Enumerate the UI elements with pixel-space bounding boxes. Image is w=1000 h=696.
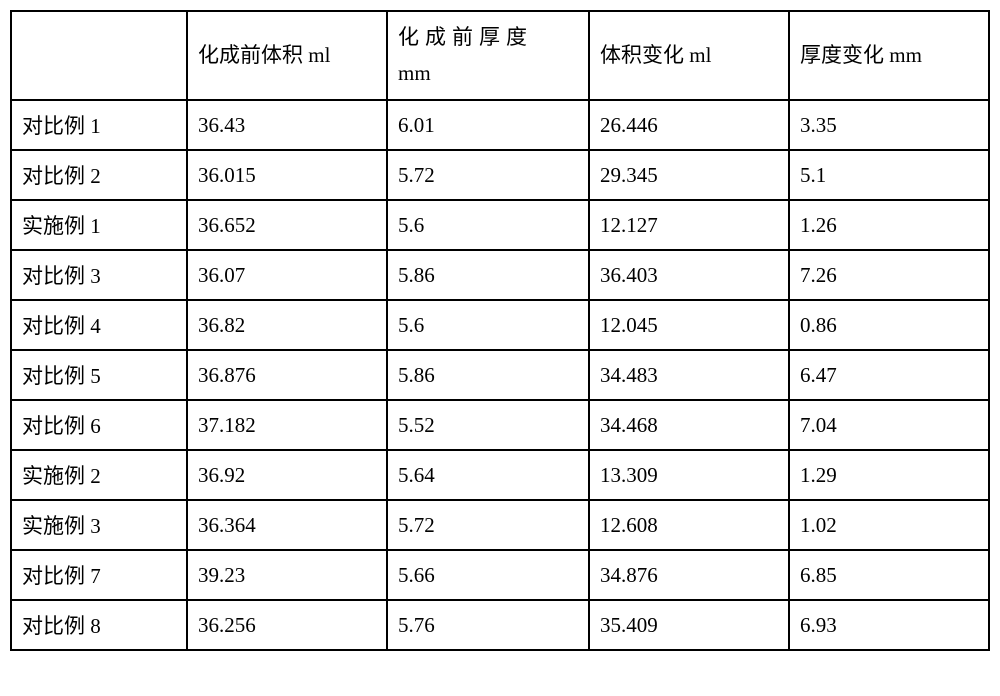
col-header-thickness-line2: mm xyxy=(398,61,431,85)
cell-volume-change: 12.608 xyxy=(589,500,789,550)
row-label: 对比例 8 xyxy=(11,600,187,650)
cell-thickness-before: 5.66 xyxy=(387,550,589,600)
row-label: 对比例 7 xyxy=(11,550,187,600)
row-label: 对比例 2 xyxy=(11,150,187,200)
cell-thickness-change: 1.29 xyxy=(789,450,989,500)
table-row: 对比例 8 36.256 5.76 35.409 6.93 xyxy=(11,600,989,650)
table-row: 对比例 3 36.07 5.86 36.403 7.26 xyxy=(11,250,989,300)
cell-volume-change: 35.409 xyxy=(589,600,789,650)
cell-thickness-before: 5.86 xyxy=(387,250,589,300)
cell-thickness-change: 6.93 xyxy=(789,600,989,650)
table-row: 对比例 4 36.82 5.6 12.045 0.86 xyxy=(11,300,989,350)
cell-thickness-before: 5.72 xyxy=(387,150,589,200)
cell-volume-before: 36.015 xyxy=(187,150,387,200)
cell-thickness-change: 6.47 xyxy=(789,350,989,400)
cell-thickness-before: 5.52 xyxy=(387,400,589,450)
cell-volume-before: 36.92 xyxy=(187,450,387,500)
cell-volume-change: 34.876 xyxy=(589,550,789,600)
cell-thickness-before: 5.86 xyxy=(387,350,589,400)
cell-thickness-before: 6.01 xyxy=(387,100,589,150)
row-label: 对比例 4 xyxy=(11,300,187,350)
cell-volume-change: 29.345 xyxy=(589,150,789,200)
cell-thickness-change: 3.35 xyxy=(789,100,989,150)
row-label: 对比例 6 xyxy=(11,400,187,450)
cell-volume-before: 37.182 xyxy=(187,400,387,450)
row-label: 对比例 3 xyxy=(11,250,187,300)
cell-volume-change: 36.403 xyxy=(589,250,789,300)
data-table: 化成前体积 ml 化成前厚度 mm 体积变化 ml 厚度变化 mm 对比例 1 … xyxy=(10,10,990,651)
table-body: 对比例 1 36.43 6.01 26.446 3.35 对比例 2 36.01… xyxy=(11,100,989,650)
cell-thickness-before: 5.6 xyxy=(387,200,589,250)
cell-thickness-change: 1.02 xyxy=(789,500,989,550)
table-row: 对比例 7 39.23 5.66 34.876 6.85 xyxy=(11,550,989,600)
col-header-blank xyxy=(11,11,187,100)
cell-volume-before: 36.07 xyxy=(187,250,387,300)
cell-volume-before: 36.876 xyxy=(187,350,387,400)
cell-thickness-before: 5.72 xyxy=(387,500,589,550)
table-row: 实施例 1 36.652 5.6 12.127 1.26 xyxy=(11,200,989,250)
row-label: 对比例 1 xyxy=(11,100,187,150)
cell-volume-before: 36.652 xyxy=(187,200,387,250)
cell-volume-change: 12.045 xyxy=(589,300,789,350)
cell-volume-before: 36.82 xyxy=(187,300,387,350)
col-header-thickness-before: 化成前厚度 mm xyxy=(387,11,589,100)
table-row: 对比例 1 36.43 6.01 26.446 3.35 xyxy=(11,100,989,150)
cell-thickness-change: 5.1 xyxy=(789,150,989,200)
cell-volume-change: 12.127 xyxy=(589,200,789,250)
col-header-volume-before: 化成前体积 ml xyxy=(187,11,387,100)
cell-thickness-before: 5.6 xyxy=(387,300,589,350)
cell-thickness-change: 7.04 xyxy=(789,400,989,450)
cell-volume-change: 13.309 xyxy=(589,450,789,500)
table-row: 对比例 5 36.876 5.86 34.483 6.47 xyxy=(11,350,989,400)
row-label: 对比例 5 xyxy=(11,350,187,400)
cell-volume-before: 36.256 xyxy=(187,600,387,650)
cell-volume-before: 36.364 xyxy=(187,500,387,550)
row-label: 实施例 1 xyxy=(11,200,187,250)
table-row: 实施例 3 36.364 5.72 12.608 1.02 xyxy=(11,500,989,550)
cell-volume-change: 34.468 xyxy=(589,400,789,450)
cell-thickness-before: 5.64 xyxy=(387,450,589,500)
col-header-volume-change: 体积变化 ml xyxy=(589,11,789,100)
cell-volume-change: 26.446 xyxy=(589,100,789,150)
row-label: 实施例 2 xyxy=(11,450,187,500)
cell-thickness-change: 1.26 xyxy=(789,200,989,250)
cell-thickness-change: 0.86 xyxy=(789,300,989,350)
table-row: 对比例 6 37.182 5.52 34.468 7.04 xyxy=(11,400,989,450)
table-row: 实施例 2 36.92 5.64 13.309 1.29 xyxy=(11,450,989,500)
col-header-thickness-change: 厚度变化 mm xyxy=(789,11,989,100)
cell-thickness-before: 5.76 xyxy=(387,600,589,650)
cell-thickness-change: 7.26 xyxy=(789,250,989,300)
cell-thickness-change: 6.85 xyxy=(789,550,989,600)
row-label: 实施例 3 xyxy=(11,500,187,550)
cell-volume-before: 36.43 xyxy=(187,100,387,150)
col-header-thickness-line1: 化成前厚度 xyxy=(398,25,533,49)
table-header-row: 化成前体积 ml 化成前厚度 mm 体积变化 ml 厚度变化 mm xyxy=(11,11,989,100)
cell-volume-change: 34.483 xyxy=(589,350,789,400)
cell-volume-before: 39.23 xyxy=(187,550,387,600)
table-row: 对比例 2 36.015 5.72 29.345 5.1 xyxy=(11,150,989,200)
